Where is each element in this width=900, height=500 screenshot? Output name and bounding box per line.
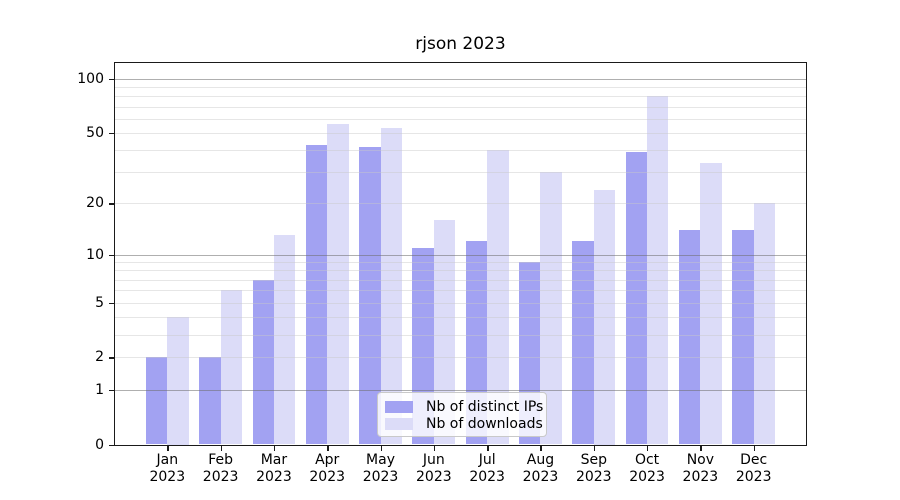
gridline-major xyxy=(115,254,806,256)
y-tick-mark xyxy=(109,444,114,446)
bar-downloads xyxy=(487,150,509,445)
bar-downloads xyxy=(753,203,776,445)
gridline-minor xyxy=(115,133,806,135)
gridline-minor xyxy=(115,290,806,292)
chart-title: rjson 2023 xyxy=(415,34,506,54)
bar-distinct-ips xyxy=(678,229,701,445)
x-axis-tick-label: Jul 2023 xyxy=(469,452,505,485)
bar-distinct-ips xyxy=(625,152,648,445)
x-tick-mark xyxy=(327,445,329,451)
y-axis-tick-label: 100 xyxy=(77,70,104,87)
gridline-minor xyxy=(115,150,806,152)
legend-entry-distinct-ips: Nb of distinct IPs xyxy=(378,400,546,414)
bar-distinct-ips xyxy=(199,357,221,445)
y-tick-mark xyxy=(109,302,114,304)
x-tick-mark xyxy=(380,445,382,451)
x-tick-mark xyxy=(540,445,542,451)
bar-downloads xyxy=(273,235,296,445)
y-axis-tick-label: 2 xyxy=(95,349,104,366)
spine-top xyxy=(114,62,807,64)
y-tick-mark xyxy=(109,78,114,81)
x-axis-tick-label: Jan 2023 xyxy=(149,452,186,485)
bar-downloads xyxy=(433,220,456,445)
gridline-minor xyxy=(115,106,806,108)
x-tick-mark xyxy=(433,445,436,451)
gridline-minor xyxy=(115,302,806,304)
x-tick-mark xyxy=(753,445,756,451)
spine-left xyxy=(114,62,116,446)
x-axis-tick-label: Jun 2023 xyxy=(416,452,452,485)
x-tick-mark xyxy=(220,445,222,451)
y-tick-mark xyxy=(109,254,114,256)
spine-bottom xyxy=(114,444,807,446)
x-tick-mark xyxy=(273,445,276,451)
bar-distinct-ips xyxy=(359,146,381,445)
x-tick-mark xyxy=(593,445,596,451)
bar-downloads xyxy=(593,189,616,445)
y-axis-tick-label: 50 xyxy=(86,125,104,142)
x-axis-tick-label: Dec 2023 xyxy=(735,452,772,485)
x-axis-tick-label: Oct 2023 xyxy=(629,452,665,485)
x-axis-tick-label: Feb 2023 xyxy=(202,452,239,485)
y-axis-tick-label: 10 xyxy=(86,246,104,263)
gridline-minor xyxy=(115,279,806,281)
gridline-major xyxy=(115,389,806,391)
legend: Nb of distinct IPs Nb of downloads xyxy=(377,392,547,437)
bar-distinct-ips xyxy=(145,357,168,445)
bar-downloads xyxy=(327,124,349,445)
y-axis-tick-label: 1 xyxy=(95,381,104,398)
spine-right xyxy=(805,62,807,446)
y-axis-tick-label: 5 xyxy=(95,294,104,311)
gridline-minor xyxy=(115,172,806,174)
bar-downloads xyxy=(700,162,722,445)
x-axis-tick-label: May 2023 xyxy=(362,452,399,485)
gridline-minor xyxy=(115,270,806,272)
bar-distinct-ips xyxy=(732,229,754,445)
bar-distinct-ips xyxy=(252,279,274,445)
x-axis-tick-label: Aug 2023 xyxy=(522,452,559,485)
legend-swatch-downloads xyxy=(385,418,413,430)
gridline-minor xyxy=(115,317,806,318)
gridline-minor xyxy=(115,334,806,336)
bar-downloads xyxy=(647,96,669,445)
y-tick-mark xyxy=(109,357,114,359)
x-tick-mark xyxy=(487,445,489,451)
bar-downloads xyxy=(220,290,242,445)
legend-swatch-distinct-ips xyxy=(385,401,413,413)
gridline-minor xyxy=(115,118,806,120)
y-tick-mark xyxy=(109,389,114,391)
x-tick-mark xyxy=(167,445,169,451)
gridline-minor xyxy=(115,203,806,205)
legend-label-downloads: Nb of downloads xyxy=(426,416,543,432)
gridline-minor xyxy=(115,262,806,264)
bar-distinct-ips xyxy=(572,241,594,445)
legend-entry-downloads: Nb of downloads xyxy=(378,417,546,431)
y-axis-tick-label: 20 xyxy=(86,195,104,212)
bar-distinct-ips xyxy=(305,144,328,445)
gridline-minor xyxy=(115,96,806,98)
x-tick-mark xyxy=(647,445,649,451)
gridline-minor xyxy=(115,87,806,89)
legend-label-distinct-ips: Nb of distinct IPs xyxy=(426,399,544,415)
gridline-minor xyxy=(115,357,806,359)
x-axis-tick-label: Apr 2023 xyxy=(309,452,346,485)
bar-downloads xyxy=(380,128,402,445)
x-axis-tick-label: Sep 2023 xyxy=(575,452,612,485)
x-axis-tick-label: Nov 2023 xyxy=(682,452,719,485)
bar-downloads xyxy=(540,172,562,445)
x-tick-mark xyxy=(700,445,702,451)
x-axis-tick-label: Mar 2023 xyxy=(256,452,292,485)
y-axis-tick-label: 0 xyxy=(95,436,104,453)
gridline-major xyxy=(115,78,806,80)
y-tick-mark xyxy=(109,133,114,135)
bar-downloads xyxy=(167,317,189,445)
y-tick-mark xyxy=(109,203,114,205)
